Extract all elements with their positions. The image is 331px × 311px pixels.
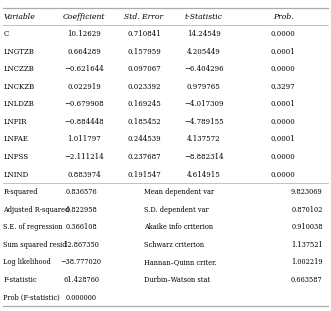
- Text: 0.822958: 0.822958: [65, 206, 97, 214]
- Text: 0.979765: 0.979765: [187, 83, 220, 91]
- Text: −38.777020: −38.777020: [61, 258, 102, 267]
- Text: 0.000000: 0.000000: [66, 294, 97, 302]
- Text: 0.0001: 0.0001: [271, 48, 295, 56]
- Text: Durbin–Watson stat: Durbin–Watson stat: [144, 276, 210, 284]
- Text: 0.022919: 0.022919: [68, 83, 101, 91]
- Text: 4.614915: 4.614915: [187, 171, 220, 179]
- Text: LNLDZB: LNLDZB: [3, 100, 34, 108]
- Text: 0.664289: 0.664289: [68, 48, 101, 56]
- Text: −0.679908: −0.679908: [65, 100, 104, 108]
- Text: LNFIR: LNFIR: [3, 118, 27, 126]
- Text: 1.011797: 1.011797: [68, 136, 101, 143]
- Text: −4.017309: −4.017309: [184, 100, 223, 108]
- Text: 0.244539: 0.244539: [127, 136, 161, 143]
- Text: −0.621644: −0.621644: [65, 65, 104, 73]
- Text: LNFSS: LNFSS: [3, 153, 28, 161]
- Text: F-statistic: F-statistic: [3, 276, 37, 284]
- Text: 4.137572: 4.137572: [187, 136, 220, 143]
- Text: 12.867350: 12.867350: [63, 241, 99, 249]
- Text: R-squared: R-squared: [3, 188, 38, 196]
- Text: −2.111214: −2.111214: [65, 153, 104, 161]
- Text: Prob.: Prob.: [273, 12, 293, 21]
- Text: −0.884448: −0.884448: [65, 118, 104, 126]
- Text: 61.428760: 61.428760: [63, 276, 99, 284]
- Text: 0.0000: 0.0000: [271, 30, 295, 38]
- Text: 10.12629: 10.12629: [68, 30, 101, 38]
- Text: LNIND: LNIND: [3, 171, 28, 179]
- Text: 0.157959: 0.157959: [127, 48, 161, 56]
- Text: 0.710841: 0.710841: [127, 30, 161, 38]
- Text: LNCZZB: LNCZZB: [3, 65, 34, 73]
- Text: 0.836576: 0.836576: [65, 188, 97, 196]
- Text: C: C: [3, 30, 9, 38]
- Text: LNCKZB: LNCKZB: [3, 83, 34, 91]
- Text: 0.0000: 0.0000: [271, 171, 295, 179]
- Text: 9.823069: 9.823069: [291, 188, 323, 196]
- Text: t-Statistic: t-Statistic: [185, 12, 222, 21]
- Text: −6.404296: −6.404296: [184, 65, 223, 73]
- Text: 0.185452: 0.185452: [127, 118, 161, 126]
- Text: −8.882314: −8.882314: [184, 153, 223, 161]
- Text: 0.3297: 0.3297: [271, 83, 295, 91]
- Text: 0.663587: 0.663587: [291, 276, 323, 284]
- Text: Akaike info criterion: Akaike info criterion: [144, 223, 213, 231]
- Text: 0.169245: 0.169245: [127, 100, 161, 108]
- Text: 4.205449: 4.205449: [187, 48, 220, 56]
- Text: 1.137521: 1.137521: [291, 241, 323, 249]
- Text: 0.0001: 0.0001: [271, 136, 295, 143]
- Text: 0.870102: 0.870102: [291, 206, 323, 214]
- Text: 0.191547: 0.191547: [127, 171, 161, 179]
- Text: Coefficient: Coefficient: [63, 12, 106, 21]
- Text: S.E. of regression: S.E. of regression: [3, 223, 63, 231]
- Text: −4.789155: −4.789155: [184, 118, 223, 126]
- Text: Schwarz criterion: Schwarz criterion: [144, 241, 204, 249]
- Text: 0.0001: 0.0001: [271, 100, 295, 108]
- Text: S.D. dependent var: S.D. dependent var: [144, 206, 209, 214]
- Text: 0.0000: 0.0000: [271, 118, 295, 126]
- Text: 0.910038: 0.910038: [291, 223, 323, 231]
- Text: LNGTZB: LNGTZB: [3, 48, 34, 56]
- Text: 0.237687: 0.237687: [127, 153, 161, 161]
- Text: Log likelihood: Log likelihood: [3, 258, 51, 267]
- Text: Mean dependent var: Mean dependent var: [144, 188, 214, 196]
- Text: 0.097067: 0.097067: [127, 65, 161, 73]
- Text: 0.0000: 0.0000: [271, 153, 295, 161]
- Text: 1.002219: 1.002219: [291, 258, 323, 267]
- Text: Prob (F-statistic): Prob (F-statistic): [3, 294, 60, 302]
- Text: 0.023392: 0.023392: [127, 83, 161, 91]
- Text: Adjusted R-squared: Adjusted R-squared: [3, 206, 70, 214]
- Text: Hannan–Quinn criter.: Hannan–Quinn criter.: [144, 258, 216, 267]
- Text: Std. Error: Std. Error: [124, 12, 164, 21]
- Text: Sum squared resid: Sum squared resid: [3, 241, 67, 249]
- Text: 0.366108: 0.366108: [65, 223, 97, 231]
- Text: 14.24549: 14.24549: [187, 30, 220, 38]
- Text: LNFAE: LNFAE: [3, 136, 28, 143]
- Text: 0.883974: 0.883974: [68, 171, 101, 179]
- Text: 0.0000: 0.0000: [271, 65, 295, 73]
- Text: Variable: Variable: [3, 12, 35, 21]
